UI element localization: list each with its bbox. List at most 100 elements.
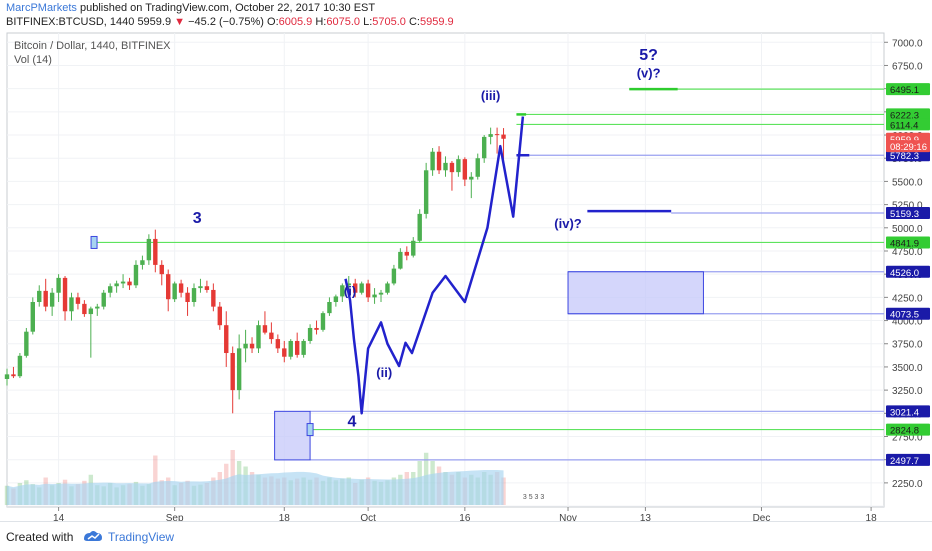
y-tick-label: 3250.0: [892, 386, 923, 397]
elliott-wave-line[interactable]: [344, 116, 525, 415]
candle-body: [146, 238, 152, 261]
candle-body: [191, 288, 197, 303]
price-badge-label: 5159.3: [890, 209, 919, 220]
countdown-badge: [886, 140, 930, 153]
price-badge[interactable]: [886, 265, 930, 278]
candle-body: [462, 159, 468, 180]
wave-label: 5?: [639, 47, 658, 64]
candle-body: [11, 374, 16, 377]
price-badge[interactable]: [886, 118, 930, 131]
zone-boxes[interactable]: [90, 235, 704, 461]
candle-body: [327, 302, 332, 314]
high-label: H:: [315, 16, 327, 28]
price-badge-label: 2497.7: [890, 456, 919, 467]
publish-info: published on TradingView.com, October 22…: [76, 2, 376, 14]
price-badge[interactable]: [886, 236, 930, 249]
candle-body: [430, 151, 435, 171]
candle-body: [30, 302, 35, 332]
candle-body: [107, 286, 113, 293]
chart-header: MarcPMarkets published on TradingView.co…: [0, 0, 932, 30]
volume-layer: 3 5 3 3: [4, 450, 544, 505]
candle-body: [204, 286, 210, 290]
price-badge-label: 2824.8: [890, 426, 919, 437]
footer-bar: Created with TradingView: [0, 521, 932, 551]
candle-body: [217, 306, 223, 326]
time-axis[interactable]: 14 Sep 18 Oct 16 Nov 13 Dec 18: [53, 507, 877, 521]
low-value: 5705.0: [372, 16, 406, 28]
candle-body: [153, 238, 158, 265]
candle-body: [456, 159, 461, 173]
candle-body: [256, 325, 261, 349]
candle-body: [288, 340, 293, 357]
x-tick-label: Sep: [166, 513, 184, 521]
tradingview-brand[interactable]: TradingView: [108, 530, 175, 544]
candle-body: [243, 343, 248, 349]
plot-frame: [6, 32, 885, 508]
candle-body: [423, 170, 429, 214]
price-badge[interactable]: [886, 423, 930, 436]
open-label: O:: [267, 16, 279, 28]
candle-body: [230, 353, 235, 391]
price-badge[interactable]: [886, 149, 930, 162]
price-badge-label: 6114.4: [890, 120, 918, 131]
price-chart[interactable]: 3 5 3 3 3 4 (i) (ii) (iii) (iv)? (v)? 5? 2250.0…: [0, 30, 932, 521]
price-axis[interactable]: 2250.02500.02750.03000.03250.03500.03750…: [884, 38, 930, 490]
candle-body: [365, 283, 371, 298]
candle-body: [140, 260, 145, 265]
last-price: 5959.9: [137, 16, 172, 28]
candle-body: [120, 281, 126, 284]
down-arrow-icon: ▼: [174, 16, 186, 28]
wave-label: (ii): [376, 365, 392, 380]
candle-body: [320, 313, 326, 330]
close-label: C:: [408, 16, 420, 28]
candle-body: [404, 251, 410, 256]
x-tick-label: 16: [459, 513, 471, 521]
price-badge-label: 4841.9: [890, 238, 919, 249]
x-tick-label: 13: [640, 513, 652, 521]
candle-body: [127, 281, 132, 286]
price-badge-label: 3021.4: [890, 407, 919, 418]
y-tick-label: 4250.0: [892, 293, 923, 304]
countdown-label: 08:29:16: [890, 142, 927, 153]
y-tick-label: 4750.0: [892, 247, 923, 258]
wave-label: (v)?: [637, 66, 661, 81]
price-badge[interactable]: [886, 207, 930, 220]
author-link[interactable]: MarcPMarkets: [6, 2, 77, 14]
candle-body: [385, 283, 390, 293]
price-badge[interactable]: [886, 108, 930, 121]
y-tick-label: 4000.0: [892, 317, 923, 328]
candle-body: [314, 327, 319, 330]
volume-ma-area: [7, 470, 504, 505]
candle-body: [166, 274, 171, 300]
candle-body: [88, 308, 94, 315]
candle-body: [494, 134, 500, 136]
close-value: 5959.9: [419, 16, 454, 28]
candle-body: [37, 290, 42, 303]
x-tick-label: 18: [866, 513, 878, 521]
candle-body: [346, 283, 351, 286]
candle-body: [378, 292, 384, 295]
candle-body: [469, 176, 474, 180]
candle-body: [372, 294, 377, 298]
y-tick-label: 5000.0: [892, 224, 923, 235]
x-tick-label: Nov: [559, 513, 577, 521]
elliott-wave-layer[interactable]: 3 4 (i) (ii) (iii) (iv)? (v)? 5?: [193, 47, 678, 430]
zone-box[interactable]: [567, 271, 704, 315]
candle-body: [275, 339, 281, 349]
zone-box[interactable]: [274, 410, 311, 461]
price-badge[interactable]: [886, 453, 930, 466]
candle-body: [488, 134, 493, 137]
anchor-marker[interactable]: [306, 423, 314, 437]
price-badge[interactable]: [886, 83, 930, 96]
candle-body: [133, 264, 139, 286]
y-tick-label: 3750.0: [892, 340, 923, 351]
price-badge[interactable]: [886, 307, 930, 320]
candle-body: [75, 297, 81, 304]
candle-body: [172, 283, 177, 300]
anchor-marker[interactable]: [90, 235, 98, 249]
candle-body: [294, 340, 300, 355]
x-tick-label: Dec: [753, 513, 771, 521]
price-badge[interactable]: [886, 405, 930, 418]
candle-body: [95, 306, 100, 309]
tradingview-logo-icon: [84, 531, 102, 541]
